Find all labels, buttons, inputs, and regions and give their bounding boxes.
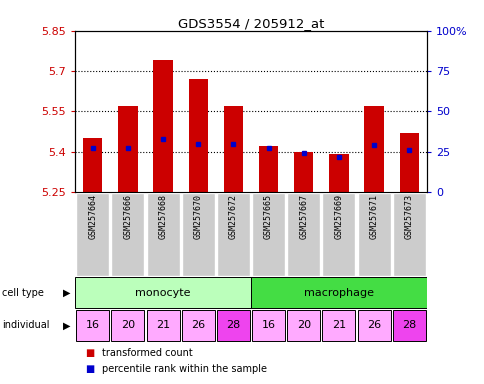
Text: ▶: ▶ [63, 288, 70, 298]
Text: GSM257667: GSM257667 [299, 194, 308, 239]
FancyBboxPatch shape [111, 193, 144, 276]
Text: GSM257672: GSM257672 [228, 194, 238, 239]
Text: cell type: cell type [2, 288, 44, 298]
Bar [223, 106, 242, 192]
Text: 21: 21 [156, 320, 170, 331]
Text: 28: 28 [401, 320, 415, 331]
FancyBboxPatch shape [216, 310, 249, 341]
Text: 16: 16 [86, 320, 100, 331]
Bar [258, 146, 278, 192]
Bar [188, 79, 208, 192]
FancyBboxPatch shape [182, 193, 214, 276]
Text: GSM257664: GSM257664 [88, 194, 97, 239]
Text: 20: 20 [296, 320, 310, 331]
Text: monocyte: monocyte [135, 288, 190, 298]
FancyBboxPatch shape [287, 193, 319, 276]
Text: 21: 21 [331, 320, 345, 331]
Bar [293, 152, 313, 192]
Text: GSM257670: GSM257670 [193, 194, 202, 239]
FancyBboxPatch shape [75, 277, 251, 308]
FancyBboxPatch shape [287, 310, 319, 341]
FancyBboxPatch shape [76, 310, 109, 341]
Text: 28: 28 [226, 320, 240, 331]
FancyBboxPatch shape [76, 193, 109, 276]
Bar [153, 60, 172, 192]
Text: 16: 16 [261, 320, 275, 331]
Text: transformed count: transformed count [102, 348, 192, 358]
Text: percentile rank within the sample: percentile rank within the sample [102, 364, 266, 374]
FancyBboxPatch shape [182, 310, 214, 341]
Text: GSM257673: GSM257673 [404, 194, 413, 239]
Bar [399, 133, 418, 192]
Text: 20: 20 [121, 320, 135, 331]
Text: ▶: ▶ [63, 320, 70, 331]
Text: GSM257665: GSM257665 [263, 194, 272, 239]
Bar [363, 106, 383, 192]
FancyBboxPatch shape [146, 310, 179, 341]
Bar [329, 154, 348, 192]
Bar [83, 138, 102, 192]
FancyBboxPatch shape [322, 193, 355, 276]
Text: GSM257671: GSM257671 [369, 194, 378, 239]
FancyBboxPatch shape [322, 310, 355, 341]
Text: ■: ■ [85, 364, 94, 374]
Text: GSM257669: GSM257669 [333, 194, 343, 239]
FancyBboxPatch shape [392, 193, 425, 276]
Text: ■: ■ [85, 348, 94, 358]
FancyBboxPatch shape [252, 310, 285, 341]
Bar [118, 106, 137, 192]
FancyBboxPatch shape [111, 310, 144, 341]
Text: individual: individual [2, 320, 50, 331]
FancyBboxPatch shape [392, 310, 425, 341]
FancyBboxPatch shape [251, 277, 426, 308]
Text: 26: 26 [366, 320, 380, 331]
Text: GSM257668: GSM257668 [158, 194, 167, 239]
FancyBboxPatch shape [146, 193, 179, 276]
FancyBboxPatch shape [216, 193, 249, 276]
Title: GDS3554 / 205912_at: GDS3554 / 205912_at [178, 17, 323, 30]
Text: macrophage: macrophage [303, 288, 373, 298]
FancyBboxPatch shape [357, 193, 390, 276]
Text: 26: 26 [191, 320, 205, 331]
Text: GSM257666: GSM257666 [123, 194, 132, 239]
FancyBboxPatch shape [252, 193, 285, 276]
FancyBboxPatch shape [357, 310, 390, 341]
